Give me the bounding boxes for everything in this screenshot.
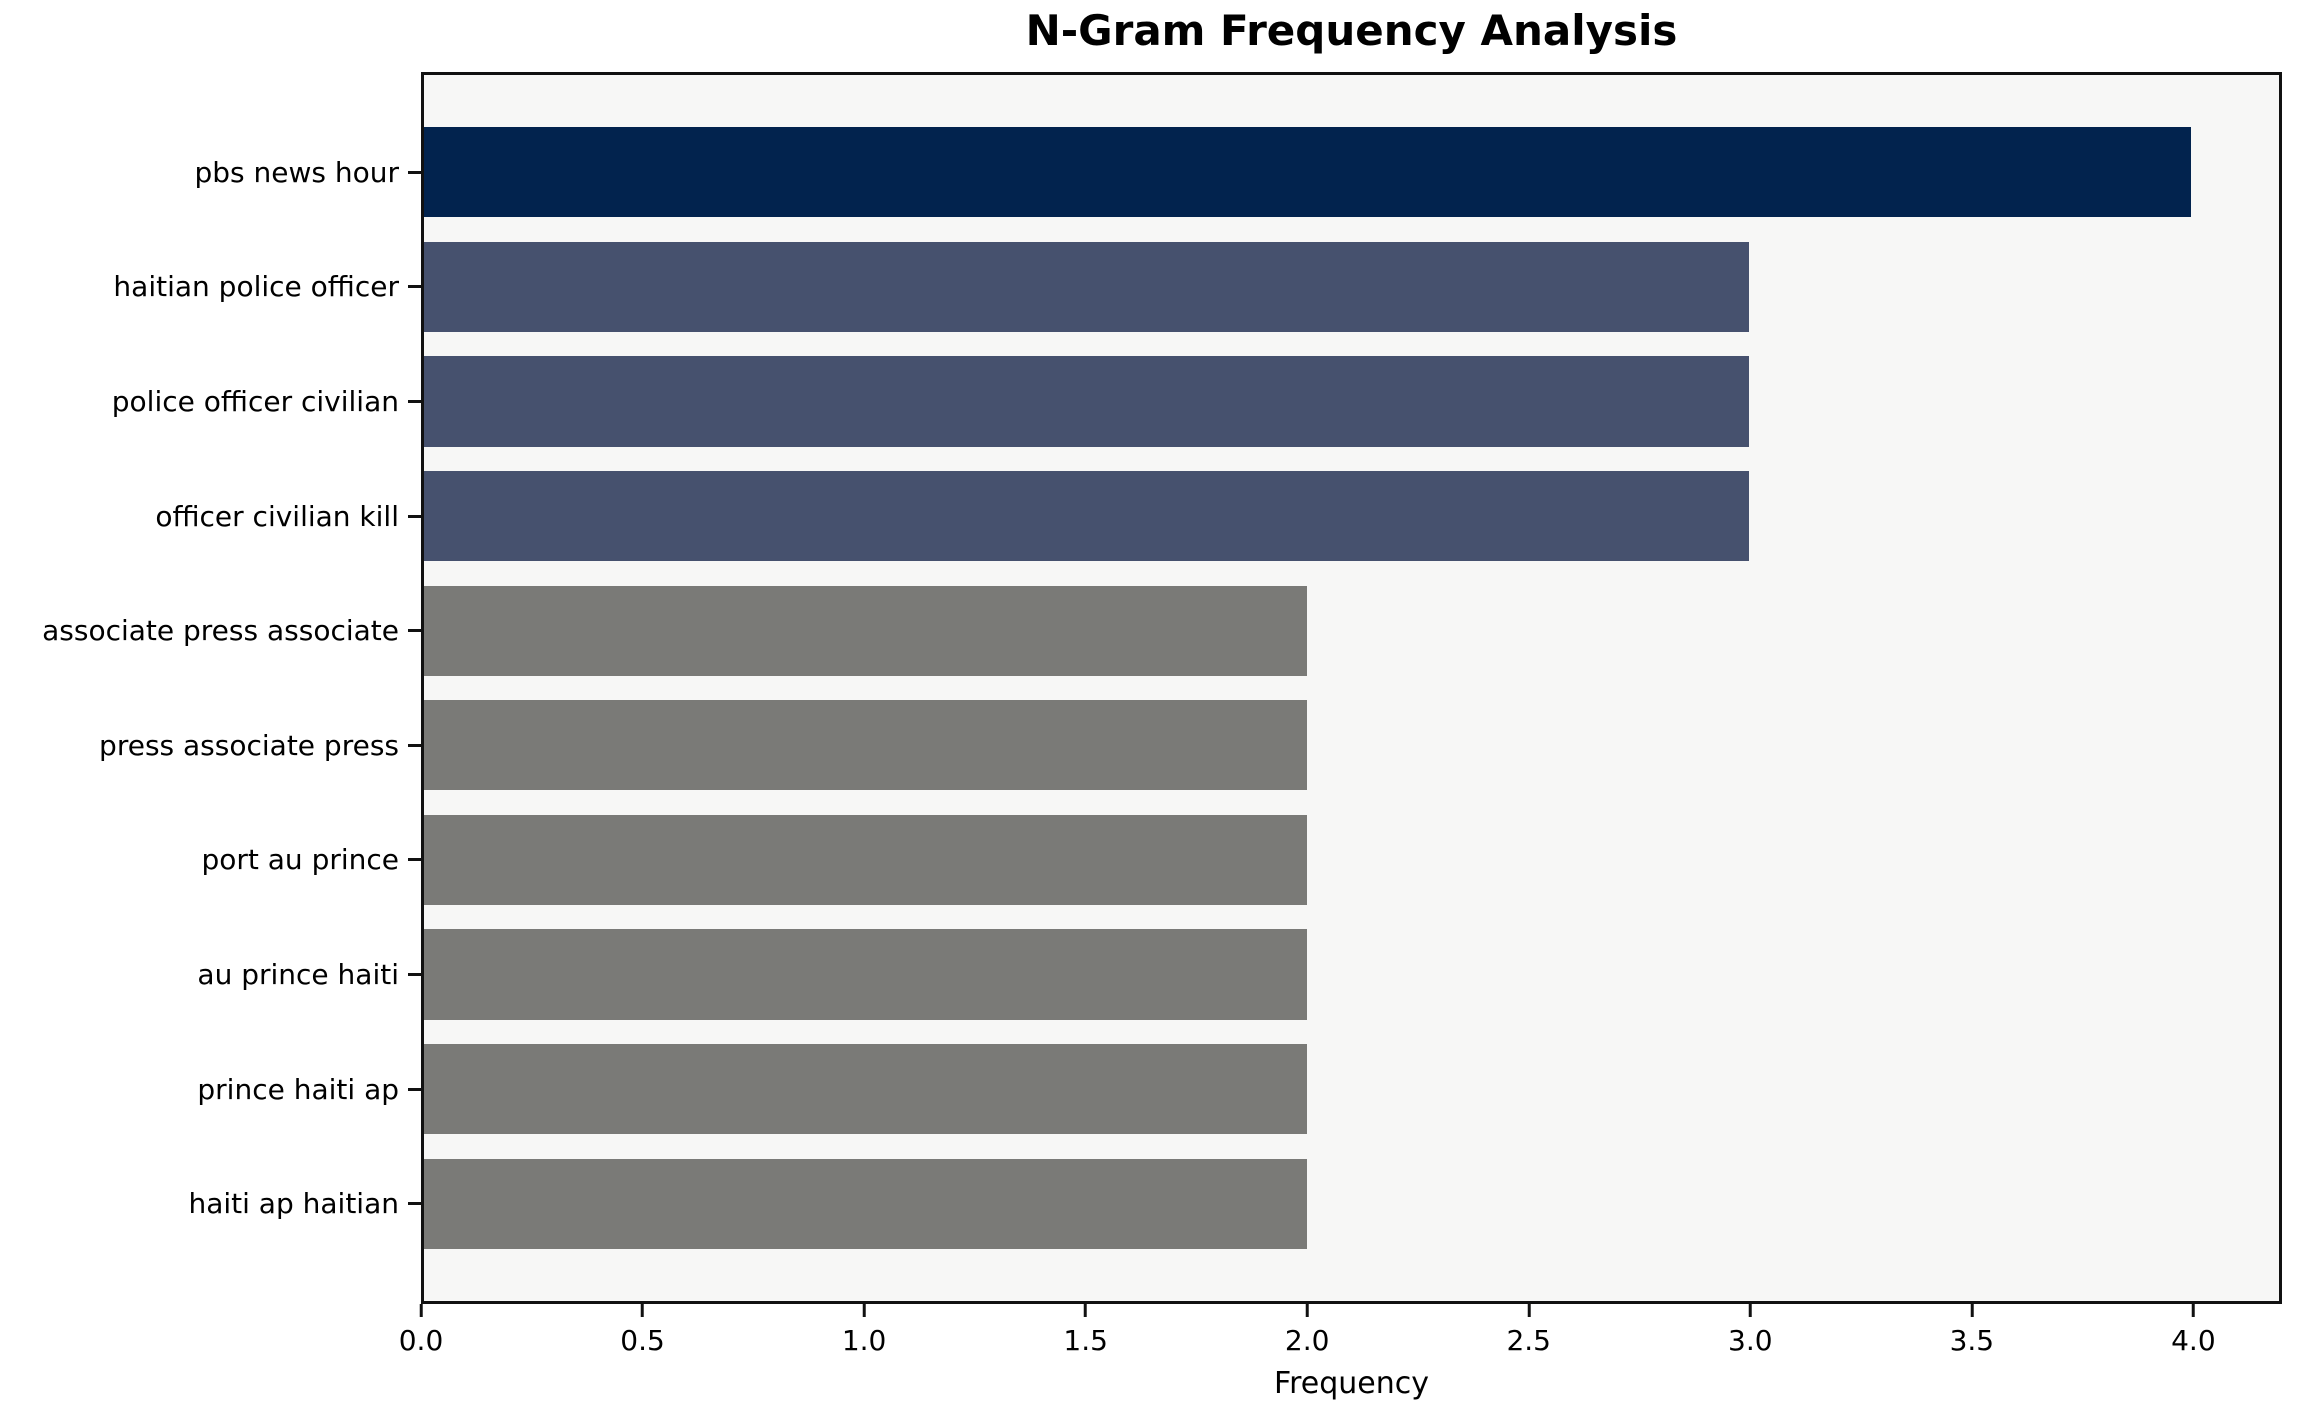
y-tick-row-police-officer-civilian: police officer civilian	[0, 344, 421, 459]
y-tick-row-haiti-ap-haitian: haiti ap haitian	[0, 1146, 421, 1261]
x-axis-label: Frequency	[1274, 1366, 1429, 1401]
x-tick-3.0: 3.0	[1728, 1304, 1773, 1357]
y-tick-mark	[408, 1202, 421, 1206]
y-tick-label: officer civilian kill	[155, 499, 399, 533]
bar-press-associate-press	[424, 700, 1308, 791]
x-tick-label: 3.5	[1949, 1324, 1995, 1357]
bar-haiti-ap-haitian	[424, 1158, 1308, 1249]
y-tick-row-press-associate-press: press associate press	[0, 688, 421, 803]
chart-title: N-Gram Frequency Analysis	[1025, 6, 1678, 55]
x-axis: 0.0 0.5 1.0 1.5 2.0 2.5 3.0 3.5 4.0	[399, 1304, 2282, 1366]
bar-associate-press-associate	[424, 585, 1308, 676]
y-tick-row-officer-civilian-kill: officer civilian kill	[0, 459, 421, 574]
x-tick-1.0: 1.0	[841, 1304, 887, 1357]
bar-haitian-police-officer	[424, 241, 1749, 332]
x-tick-0.5: 0.5	[620, 1304, 665, 1357]
x-tick-mark	[1970, 1304, 1974, 1317]
y-tick-mark	[408, 858, 421, 862]
x-tick-label: 1.5	[1063, 1324, 1108, 1357]
x-tick-label: 0.0	[398, 1324, 444, 1357]
y-tick-row-au-prince-haiti: au prince haiti	[0, 917, 421, 1032]
x-tick-mark	[1084, 1304, 1088, 1317]
x-tick-mark	[419, 1304, 423, 1317]
x-tick-0.0: 0.0	[398, 1304, 444, 1357]
plot-area	[421, 72, 2282, 1304]
x-tick-4.0: 4.0	[2171, 1304, 2216, 1357]
bar-port-au-prince	[424, 814, 1308, 905]
y-tick-mark	[408, 1087, 421, 1091]
y-tick-label: au prince haiti	[197, 957, 399, 991]
bar-pbs-news-hour	[424, 127, 2191, 218]
y-tick-mark	[408, 743, 421, 747]
y-axis: pbs news hour haitian police officer polic…	[0, 115, 421, 1261]
x-tick-3.5: 3.5	[1949, 1304, 1995, 1357]
x-tick-mark	[1748, 1304, 1752, 1317]
y-tick-label: associate press associate	[42, 614, 399, 648]
x-tick-label: 3.0	[1728, 1324, 1773, 1357]
bar-prince-haiti-ap	[424, 1044, 1308, 1135]
y-tick-row-port-au-prince: port au prince	[0, 803, 421, 918]
x-tick-label: 0.5	[620, 1324, 665, 1357]
y-tick-mark	[408, 285, 421, 289]
bar-police-officer-civilian	[424, 356, 1749, 447]
x-tick-1.5: 1.5	[1063, 1304, 1108, 1357]
y-tick-mark	[408, 629, 421, 633]
y-tick-row-haitian-police-officer: haitian police officer	[0, 230, 421, 345]
x-tick-mark	[1527, 1304, 1531, 1317]
x-tick-label: 4.0	[2171, 1324, 2216, 1357]
y-tick-label: pbs news hour	[194, 155, 399, 189]
x-tick-label: 1.0	[841, 1324, 887, 1357]
bar-au-prince-haiti	[424, 929, 1308, 1020]
x-tick-2.5: 2.5	[1506, 1304, 1551, 1357]
y-tick-mark	[408, 399, 421, 403]
y-tick-label: haitian police officer	[113, 270, 399, 304]
x-tick-2.0: 2.0	[1284, 1304, 1330, 1357]
y-tick-row-pbs-news-hour: pbs news hour	[0, 115, 421, 230]
y-tick-label: prince haiti ap	[197, 1072, 399, 1106]
y-tick-mark	[408, 514, 421, 518]
y-tick-label: press associate press	[99, 728, 399, 762]
bars-layer	[424, 115, 2279, 1261]
x-tick-mark	[641, 1304, 645, 1317]
y-tick-label: port au prince	[201, 843, 399, 877]
x-tick-label: 2.0	[1284, 1324, 1330, 1357]
y-tick-mark	[408, 170, 421, 174]
y-tick-label: police officer civilian	[111, 384, 399, 418]
x-tick-mark	[1305, 1304, 1309, 1317]
y-tick-label: haiti ap haitian	[188, 1187, 399, 1221]
y-tick-row-prince-haiti-ap: prince haiti ap	[0, 1032, 421, 1147]
bar-officer-civilian-kill	[424, 471, 1749, 562]
x-tick-mark	[862, 1304, 866, 1317]
y-tick-mark	[408, 972, 421, 976]
x-tick-mark	[2191, 1304, 2195, 1317]
x-tick-label: 2.5	[1506, 1324, 1551, 1357]
y-tick-row-associate-press-associate: associate press associate	[0, 573, 421, 688]
